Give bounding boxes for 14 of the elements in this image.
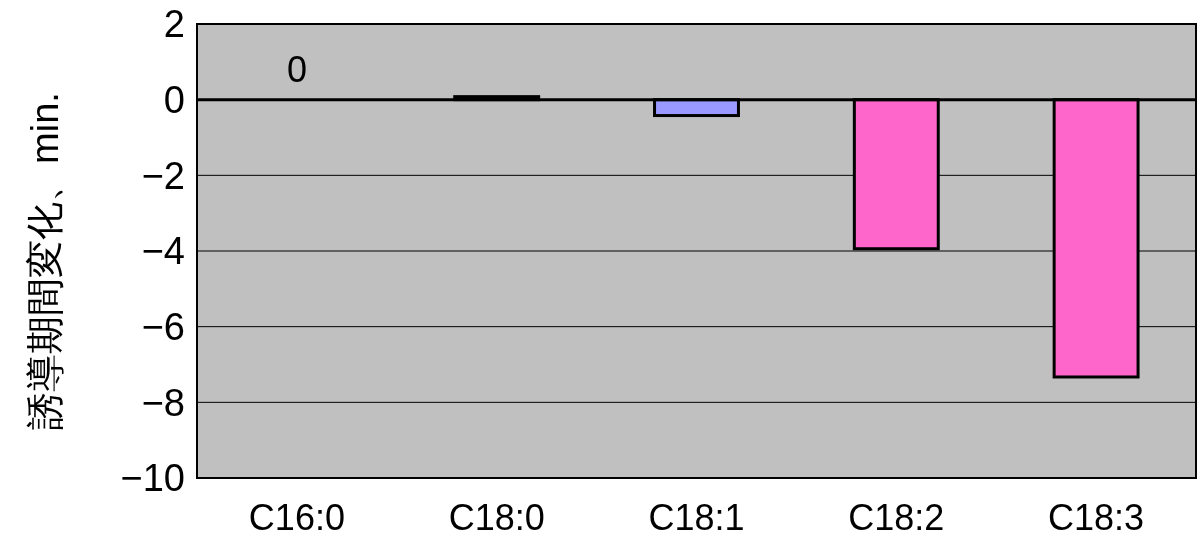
y-axis-title: 誘導期間変化、min.	[24, 92, 66, 430]
data-label: 0	[286, 48, 307, 90]
x-tick-label: C18:3	[1048, 497, 1145, 538]
y-tick-label: 2	[163, 3, 185, 46]
x-tick-label: C16:0	[248, 497, 345, 538]
y-tick-label: 0	[163, 78, 185, 121]
y-tick-label: −2	[141, 154, 185, 197]
x-tick-label: C18:1	[648, 497, 745, 538]
y-tick-label: −10	[120, 457, 185, 500]
x-tick-label: C18:2	[848, 497, 945, 538]
y-tick-label: −8	[141, 381, 185, 424]
y-tick-label: −4	[141, 230, 185, 273]
y-tick-label: −6	[141, 305, 185, 348]
x-tick-label: C18:0	[448, 497, 545, 538]
